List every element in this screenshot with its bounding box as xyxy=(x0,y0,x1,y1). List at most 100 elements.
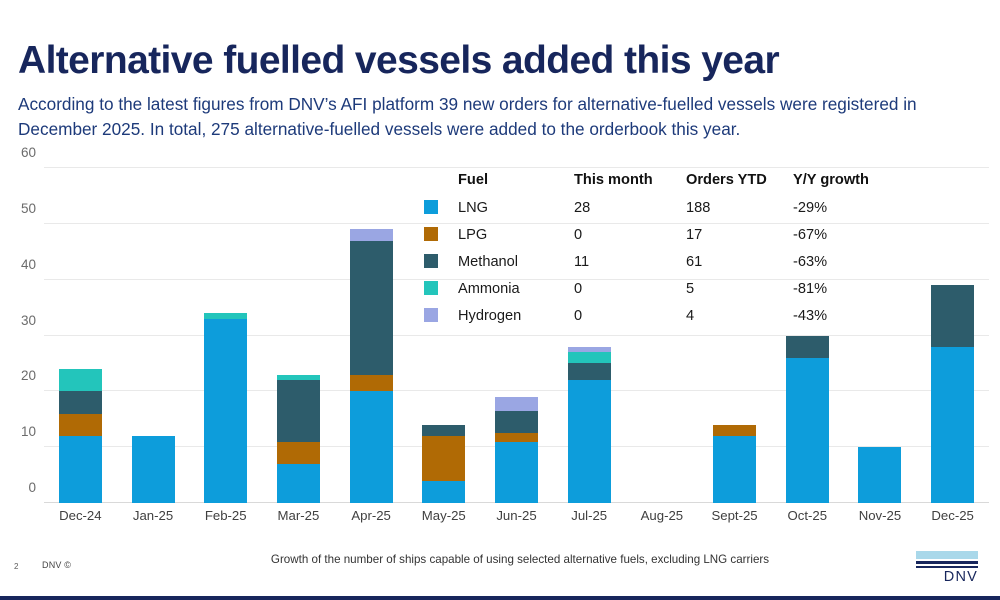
x-axis-tick-label: May-25 xyxy=(421,508,466,523)
legend-cell-this-month: 0 xyxy=(574,308,583,324)
legend-cell-orders-ytd: 5 xyxy=(686,281,695,297)
page-subtitle: According to the latest figures from DNV… xyxy=(18,94,917,139)
legend-cell-fuel: LPG xyxy=(458,227,488,243)
chart-bar-segment[interactable] xyxy=(567,363,611,381)
y-axis-tick-label: 30 xyxy=(20,312,36,328)
x-axis-tick-label: Nov-25 xyxy=(858,508,902,523)
chart-gridline xyxy=(44,390,989,392)
legend-body: LNG 28 188 -29% LPG 0 17 -67% Methanol 11 61 -63% Am… xyxy=(424,198,883,333)
legend-cell-this-month: 0 xyxy=(574,281,583,297)
chart-bar[interactable] xyxy=(785,335,829,503)
legend-cell-fuel: LNG xyxy=(458,200,489,216)
chart-bar-segment[interactable] xyxy=(58,436,102,503)
chart-bar-segment[interactable] xyxy=(349,374,393,392)
logo-text: DNV xyxy=(943,569,978,585)
chart-bar-segment[interactable] xyxy=(495,396,538,411)
chart-bar-segment[interactable] xyxy=(131,436,175,503)
logo-line-1-icon xyxy=(916,561,978,564)
y-axis-tick-label: 20 xyxy=(20,368,36,384)
x-axis-tick-label: Aug-25 xyxy=(640,508,684,523)
chart-bar[interactable] xyxy=(495,396,538,503)
legend-cell-yoy-growth: -67% xyxy=(793,227,828,243)
chart-bar-segment[interactable] xyxy=(422,424,466,437)
chart-bar[interactable] xyxy=(858,447,902,503)
legend-color-swatch-icon xyxy=(424,281,438,295)
chart-bar-segment[interactable] xyxy=(931,346,975,503)
x-axis-tick-label: Jul-25 xyxy=(571,508,608,523)
chart-bar-segment[interactable] xyxy=(713,424,757,436)
page-number: 2 xyxy=(14,562,19,571)
chart-bar-segment[interactable] xyxy=(276,463,320,503)
chart-bar-segment[interactable] xyxy=(495,441,538,503)
legend-header-fuel: Fuel xyxy=(458,172,488,188)
chart-bar-segment[interactable] xyxy=(204,313,248,319)
chart-bar-segment[interactable] xyxy=(58,413,102,436)
legend-swatch-cell xyxy=(424,252,458,279)
x-axis-tick-label: Dec-25 xyxy=(931,508,974,523)
chart-bar-segment[interactable] xyxy=(349,229,393,241)
y-axis-tick-label: 10 xyxy=(20,424,36,440)
chart-gridline xyxy=(44,222,989,224)
chart-gridline xyxy=(44,278,989,280)
chart-caption: Growth of the number of ships capable of… xyxy=(270,553,770,566)
chart-bar-segment[interactable] xyxy=(276,441,320,464)
chart-bar-segment[interactable] xyxy=(713,436,757,503)
legend-row: Methanol 11 61 -63% xyxy=(424,252,883,279)
chart-bar-segment[interactable] xyxy=(495,410,538,434)
x-axis-tick-label: Jan-25 xyxy=(132,508,174,523)
chart-bar[interactable] xyxy=(58,369,102,503)
legend-cell-this-month: 28 xyxy=(574,200,591,216)
chart-bar-segment[interactable] xyxy=(349,240,393,375)
chart-bar-segment[interactable] xyxy=(785,357,829,503)
legend-cell-yoy-growth: -63% xyxy=(793,254,828,270)
chart-bar-segment[interactable] xyxy=(422,436,466,481)
legend-header-orders-ytd: Orders YTD xyxy=(686,172,767,188)
x-axis-tick-label: Mar-25 xyxy=(277,508,320,523)
legend-cell-fuel: Methanol xyxy=(458,254,519,270)
legend-swatch-cell xyxy=(424,198,458,225)
chart-bar-segment[interactable] xyxy=(495,433,538,442)
footer-rule xyxy=(0,596,1000,600)
chart-bar-segment[interactable] xyxy=(785,335,829,358)
legend-color-swatch-icon xyxy=(424,254,438,268)
legend-header-this-month: This month xyxy=(574,172,653,188)
chart-bar-segment[interactable] xyxy=(349,391,393,503)
chart-bar-segment[interactable] xyxy=(276,380,320,442)
chart-bar[interactable] xyxy=(131,436,175,503)
logo-line-2-icon xyxy=(916,565,978,568)
chart-bar-segment[interactable] xyxy=(931,285,975,347)
chart-bar-segment[interactable] xyxy=(422,480,466,503)
chart-bar-segment[interactable] xyxy=(567,380,611,503)
legend-cell-yoy-growth: -43% xyxy=(793,308,828,324)
chart-bar-segment[interactable] xyxy=(567,352,611,364)
legend-cell-yoy-growth: -81% xyxy=(793,281,828,297)
chart-bar-segment[interactable] xyxy=(858,447,902,503)
legend-row: Hydrogen 0 4 -43% xyxy=(424,306,883,333)
chart-bar-segment[interactable] xyxy=(276,374,320,381)
chart-plot-area: 0 10 20 30 40 50 60 Dec-24 Jan-25 Feb-25 Mar-25 Apr… xyxy=(21,145,989,523)
legend-color-swatch-icon xyxy=(424,308,438,322)
chart-bar-segment[interactable] xyxy=(204,318,248,503)
legend-table: Fuel This month Orders YTD Y/Y growth LN… xyxy=(424,172,883,333)
chart-bar-segment[interactable] xyxy=(567,346,611,353)
x-axis-tick-label: Feb-25 xyxy=(204,508,247,523)
chart-bar-segment[interactable] xyxy=(58,391,102,414)
chart-bar[interactable] xyxy=(276,374,320,503)
y-axis-tick-label: 40 xyxy=(20,256,36,272)
dnv-logo: DNV xyxy=(916,551,978,585)
legend-cell-this-month: 11 xyxy=(574,254,590,270)
chart-bar[interactable] xyxy=(349,229,393,503)
chart-bar[interactable] xyxy=(931,285,975,503)
chart-bar-segment[interactable] xyxy=(58,369,102,392)
chart-bar[interactable] xyxy=(567,346,611,503)
chart-bar[interactable] xyxy=(713,424,757,503)
x-axis-tick-label: Dec-24 xyxy=(59,508,102,523)
page-title: Alternative fuelled vessels added this y… xyxy=(18,39,780,82)
chart-legend-table: Fuel This month Orders YTD Y/Y growth LN… xyxy=(424,172,883,333)
x-axis-tick-label: Jun-25 xyxy=(496,508,537,523)
chart-bar[interactable] xyxy=(204,313,248,503)
legend-swatch-cell xyxy=(424,225,458,252)
legend-color-swatch-icon xyxy=(424,200,438,214)
chart-bar[interactable] xyxy=(422,424,466,503)
